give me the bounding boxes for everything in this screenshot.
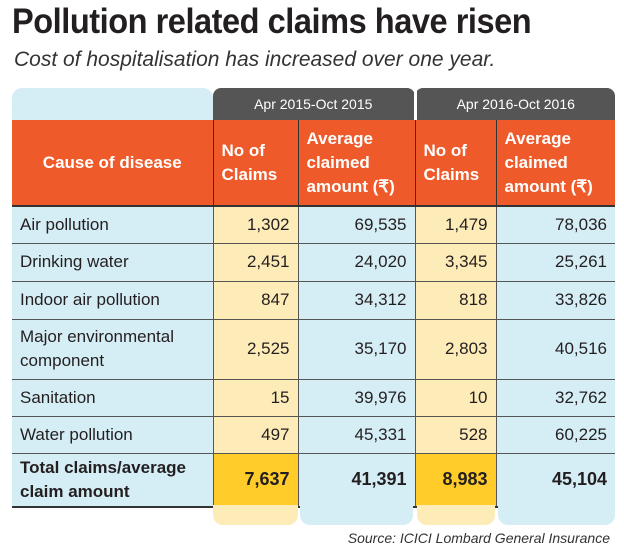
column-amount-2016-cell: 60,225 [495,416,615,454]
column-amount-2016-cell: 78,036 [495,206,615,244]
column-cause-cell: Air pollution [12,206,213,244]
table-row: Major environmental component 2,525 35,170… [12,319,615,380]
column-claims-2016-cell: 3,345 [414,243,496,282]
column-cause-cell: Indoor air pollution [12,281,213,320]
column-cause-cell: Total claims/average claim amount [12,453,213,508]
table-row: Indoor air pollution 847 34,312 818 33,826 [12,281,615,320]
column-claims-2016-cell: 2,803 [414,319,496,380]
column-claims-2015-header: No of Claims [212,120,298,207]
column-amount-2015-cell: 45,331 [297,416,415,454]
column-claims-2015-cell: 2,451 [212,243,298,282]
column-amount-2016-cell: 33,826 [495,281,615,320]
column-claims-2015-cell: 7,637 [212,453,298,508]
tab-decoration [213,505,298,525]
page-title: Pollution related claims have risen [12,2,532,41]
column-claims-2015-cell: 847 [212,281,298,320]
group-2016: Apr 2016-Oct 2016 [413,88,615,120]
table-row: Water pollution 497 45,331 528 60,225 [12,416,615,454]
column-amount-2015-cell: 69,535 [297,206,415,244]
tab-decoration [417,505,495,525]
column-amount-2015-cell: 35,170 [297,319,415,380]
group-2015: Apr 2015-Oct 2015 [213,88,415,120]
table-row: Air pollution 1,302 69,535 1,479 78,036 [12,206,615,244]
tab-decoration [498,505,615,525]
column-claims-2015-cell: 497 [212,416,298,454]
column-claims-2016-cell: 818 [414,281,496,320]
column-amount-2016-cell: 45,104 [495,453,615,508]
table-row: Drinking water 2,451 24,020 3,345 25,261 [12,243,615,282]
table-row: Sanitation 15 39,976 10 32,762 [12,379,615,417]
column-claims-2016-header: No of Claims [414,120,496,207]
column-claims-2016-cell: 10 [414,379,496,417]
subtitle: Cost of hospitalisation has increased ov… [14,48,496,71]
column-amount-2015-cell: 34,312 [297,281,415,320]
column-cause-header: Cause of disease [12,120,213,207]
column-cause-cell: Major environmental component [12,319,213,380]
column-amount-2016-cell: 40,516 [495,319,615,380]
column-claims-2016-cell: 1,479 [414,206,496,244]
column-cause-cell: Sanitation [12,379,213,417]
column-claims-2016-cell: 528 [414,416,496,454]
total-row: Total claims/average claim amount 7,637 41… [12,453,615,508]
column-cause-cell: Drinking water [12,243,213,282]
tab-decoration [300,505,413,525]
column-amount-2016-header: Average claimed amount (₹) [495,120,615,207]
column-cause-cell: Water pollution [12,416,213,454]
column-amount-2016-cell: 32,762 [495,379,615,417]
column-amount-2016-cell: 25,261 [495,243,615,282]
column-claims-2015-cell: 1,302 [212,206,298,244]
column-claims-2015-cell: 15 [212,379,298,417]
column-claims-2015-cell: 2,525 [212,319,298,380]
claims-table: Apr 2015-Oct 2015 Apr 2016-Oct 2016 Caus… [12,88,615,508]
column-amount-2015-header: Average claimed amount (₹) [297,120,415,207]
source-note: Source: ICICI Lombard General Insurance [347,530,610,546]
column-amount-2015-cell: 39,976 [297,379,415,417]
column-amount-2015-cell: 24,020 [297,243,415,282]
column-amount-2015-cell: 41,391 [297,453,415,508]
column-claims-2016-cell: 8,983 [414,453,496,508]
